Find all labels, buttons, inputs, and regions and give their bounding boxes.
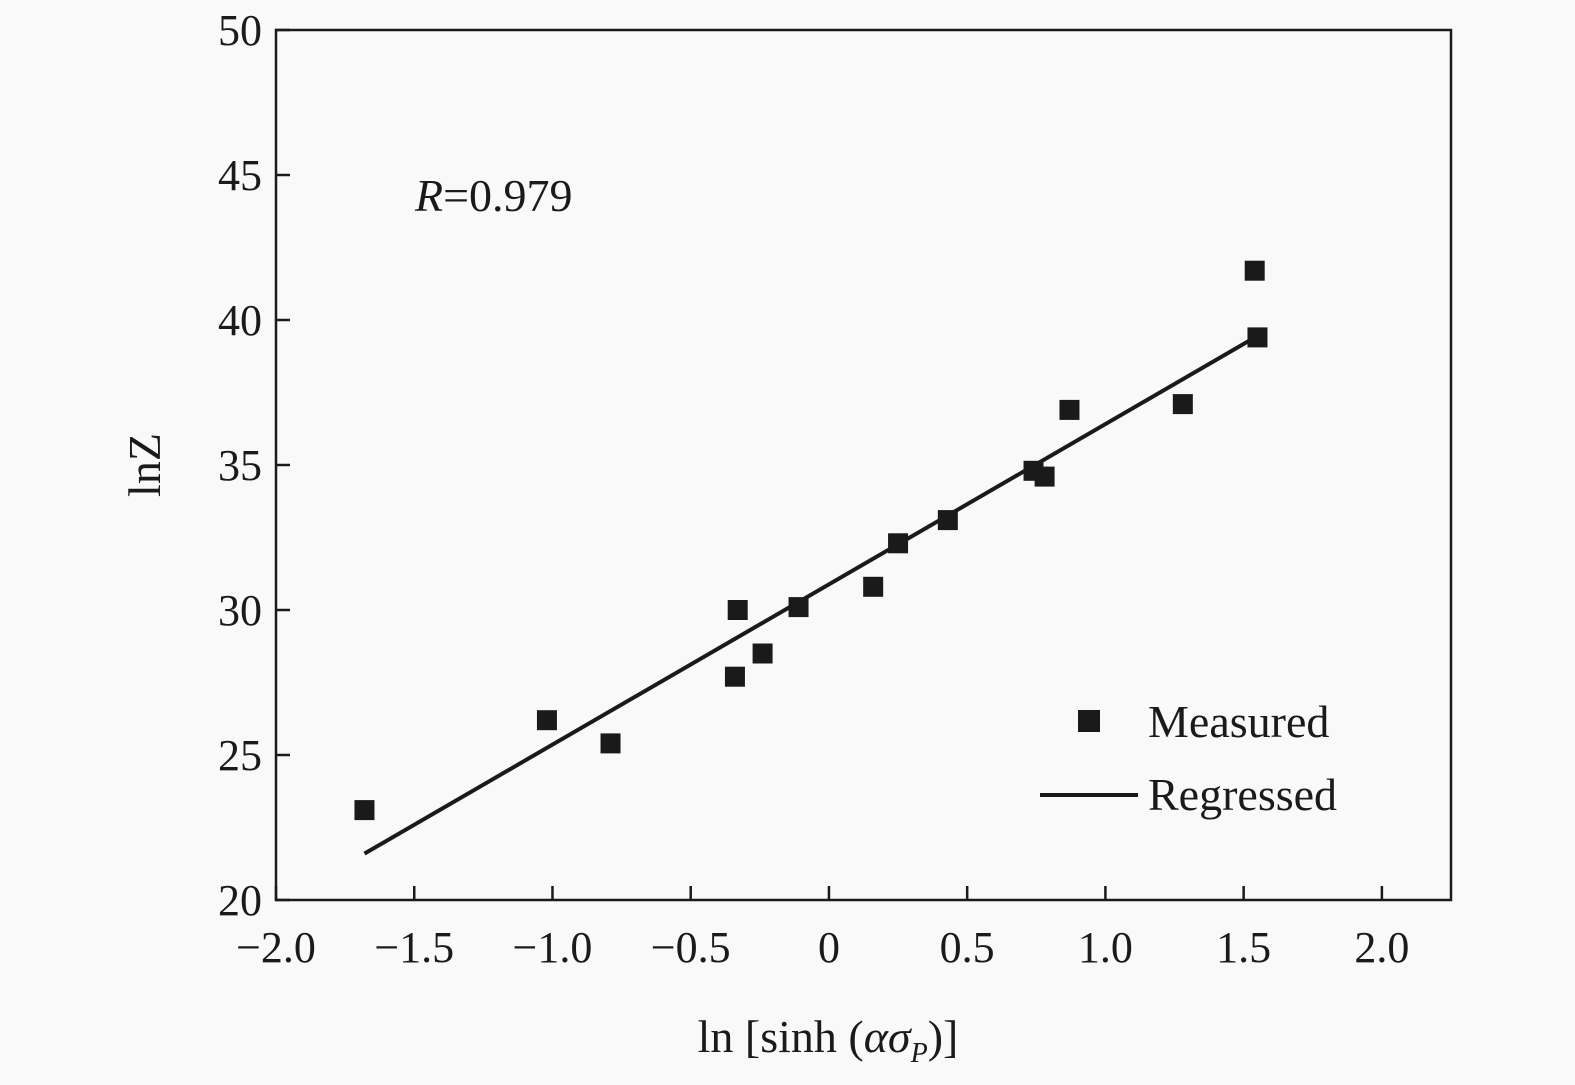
legend: Measured Regressed — [1040, 696, 1337, 820]
data-point-measured — [354, 800, 375, 821]
data-point-measured — [888, 533, 909, 554]
legend-label-measured: Measured — [1148, 696, 1329, 747]
x-tick-label: −0.5 — [651, 923, 731, 972]
r-annotation: R=0.979 — [414, 170, 573, 221]
x-title-suffix: )] — [928, 1011, 959, 1062]
legend-label-regressed: Regressed — [1148, 769, 1337, 820]
r-value: =0.979 — [443, 170, 572, 221]
y-axis: 20 25 30 35 40 45 50 — [218, 6, 290, 925]
data-point-measured — [752, 643, 773, 664]
x-axis-title: ln [sinh (ασP)] — [698, 1011, 959, 1069]
data-point-measured — [1034, 466, 1055, 487]
x-tick-label: −1.5 — [374, 923, 454, 972]
data-point-measured — [536, 710, 557, 731]
x-title-alpha: α — [864, 1011, 889, 1062]
data-point-measured — [1172, 394, 1193, 415]
data-point-measured — [937, 510, 958, 531]
x-tick-label: −2.0 — [236, 923, 316, 972]
y-tick-label: 25 — [218, 731, 262, 780]
y-axis-title: lnZ — [119, 433, 170, 497]
r-symbol: R — [414, 170, 443, 221]
x-title-subscript: P — [910, 1038, 928, 1069]
data-point-measured — [1247, 327, 1268, 348]
regressed-line — [363, 337, 1253, 856]
y-tick-label: 35 — [218, 441, 262, 490]
x-tick-label: −1.0 — [513, 923, 593, 972]
y-tick-label: 50 — [218, 6, 262, 55]
x-tick-label: 2.0 — [1354, 923, 1409, 972]
y-tick-label: 45 — [218, 151, 262, 200]
data-point-measured — [788, 597, 809, 618]
x-title-sigma: σ — [888, 1011, 913, 1062]
measured-points — [354, 260, 1268, 821]
data-point-measured — [724, 666, 745, 687]
y-tick-label: 20 — [218, 876, 262, 925]
x-title-prefix: ln [sinh ( — [698, 1011, 864, 1062]
data-point-measured — [1244, 260, 1265, 281]
data-point-measured — [863, 576, 884, 597]
x-tick-label: 1.0 — [1078, 923, 1133, 972]
x-tick-label: 0.5 — [940, 923, 995, 972]
x-tick-label: 1.5 — [1216, 923, 1271, 972]
x-axis: −2.0 −1.5 −1.0 −0.5 0 0.5 1.0 1.5 2.0 — [236, 886, 1409, 972]
legend-marker-measured — [1078, 710, 1100, 732]
x-tick-label: 0 — [818, 923, 840, 972]
data-point-measured — [1059, 399, 1080, 420]
data-point-measured — [600, 733, 621, 754]
data-point-measured — [727, 600, 748, 620]
y-tick-label: 40 — [218, 296, 262, 345]
y-tick-label: 30 — [218, 586, 262, 635]
